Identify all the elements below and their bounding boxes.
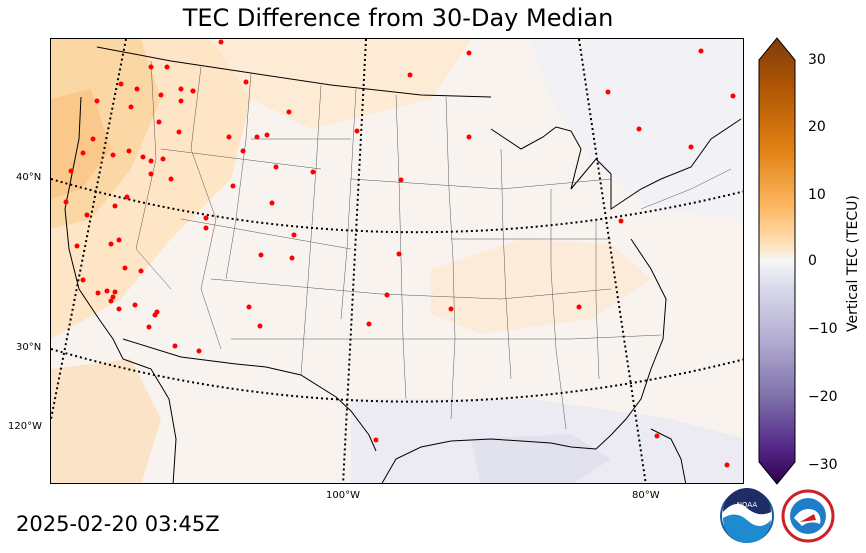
coastlines <box>64 96 742 483</box>
tec-map <box>50 38 744 484</box>
colorbar-tick-neg20: −20 <box>808 389 838 405</box>
us-canada-border <box>96 46 492 98</box>
positive-anomaly-north <box>211 39 471 129</box>
state-borders <box>135 60 732 430</box>
nws-logo <box>781 489 835 543</box>
agency-logos: NOAA <box>720 488 835 544</box>
colorbar-tick-30: 30 <box>808 52 826 68</box>
colorbar-label: Vertical TEC (TECU) <box>845 195 861 332</box>
lon-label-120w: 120°W <box>8 421 42 432</box>
timestamp: 2025-02-20 03:45Z <box>16 512 220 536</box>
positive-anomaly-pacific <box>51 359 161 483</box>
colorbar-tick-20: 20 <box>808 119 826 135</box>
colorbar-tick-neg30: −30 <box>808 457 838 473</box>
colorbar-tick-0: 0 <box>808 253 817 269</box>
lat-label-40n: 40°N <box>16 172 42 183</box>
colorbar-tick-10: 10 <box>808 187 826 203</box>
noaa-logo: NOAA <box>720 488 774 544</box>
colorbar <box>758 37 796 485</box>
lon-label-80w: 80°W <box>632 490 660 501</box>
gps-stations <box>63 39 736 468</box>
colorbar-tick-neg10: −10 <box>808 321 838 337</box>
lon-label-100w: 100°W <box>326 490 360 501</box>
noaa-logo-text: NOAA <box>737 501 758 509</box>
tec-map-svg <box>51 39 743 483</box>
negative-anomaly-gulf-core <box>471 434 611 483</box>
positive-anomaly-coast <box>51 89 111 199</box>
graticule <box>51 39 743 483</box>
map-title: TEC Difference from 30-Day Median <box>182 4 614 32</box>
lat-label-30n: 30°N <box>16 342 42 353</box>
